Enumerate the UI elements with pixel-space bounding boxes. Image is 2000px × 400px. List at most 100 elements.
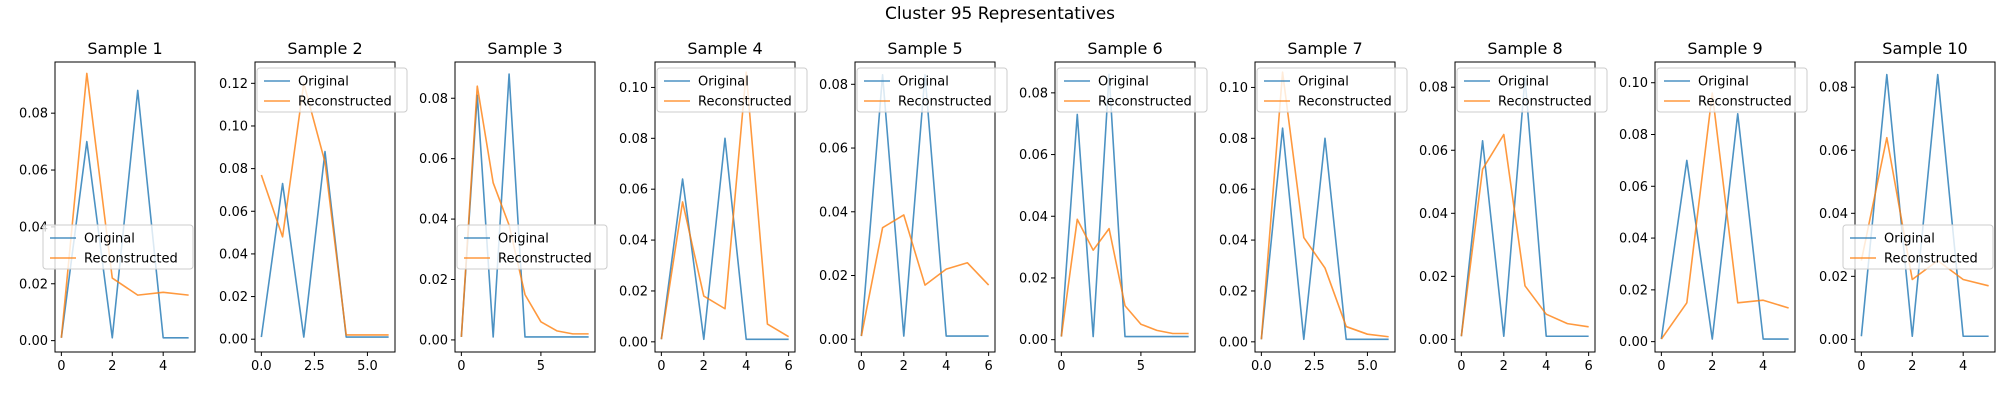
legend-label: Reconstructed (1498, 95, 1592, 110)
y-tick-label: 0.02 (1819, 270, 1848, 285)
subplot-title: Sample 1 (87, 39, 162, 58)
subplot-title: Sample 10 (1882, 39, 1967, 58)
y-tick-label: 0.12 (219, 77, 248, 92)
axes-frame (54, 61, 196, 353)
y-tick-label: 0.04 (1219, 234, 1248, 249)
y-tick-label: 0.00 (219, 333, 248, 348)
legend-box (456, 224, 608, 270)
series-line-reconstructed (1060, 218, 1189, 337)
x-tick-label: 0 (657, 359, 665, 374)
x-tick-label: 6 (984, 359, 992, 374)
y-tick-label: 0.04 (1819, 207, 1848, 222)
x-tick-label: 2 (1908, 359, 1916, 374)
x-tick-label: 0.0 (251, 359, 272, 374)
y-tick-label: 0.06 (19, 164, 48, 179)
x-tick-label: 4 (1959, 359, 1967, 374)
x-tick-label: 5.0 (1357, 359, 1378, 374)
legend-label: Reconstructed (1098, 95, 1192, 110)
legend-label: Reconstructed (498, 252, 592, 267)
y-tick-label: 0.08 (1819, 81, 1848, 96)
legend-label: Reconstructed (84, 252, 178, 267)
legend-label: Original (898, 75, 949, 90)
series-line-reconstructed (60, 72, 189, 338)
y-tick-label: 0.02 (1019, 271, 1048, 286)
y-tick-label: 0.06 (1219, 183, 1248, 198)
y-tick-label: 0.02 (419, 273, 448, 288)
x-tick-label: 5 (537, 359, 545, 374)
x-tick-label: 0 (57, 359, 65, 374)
series-line-reconstructed (1460, 133, 1589, 337)
x-tick-label: 4 (742, 359, 750, 374)
y-tick-label: 0.04 (1419, 207, 1448, 222)
legend-box (1056, 67, 1208, 113)
x-tick-label: 5.0 (357, 359, 378, 374)
y-tick-label: 0.04 (1619, 232, 1648, 247)
y-tick-label: 0.10 (219, 119, 248, 134)
x-tick-label: 0.0 (1251, 359, 1272, 374)
legend-box (1842, 224, 1994, 270)
x-tick-label: 4 (942, 359, 950, 374)
legend-label: Reconstructed (1698, 95, 1792, 110)
legend-label: Original (1498, 75, 1549, 90)
series-line-original (60, 89, 189, 339)
axes-frame (454, 61, 596, 353)
axes-frame (1054, 61, 1196, 353)
subplot-3: Sample 3 0.00 0.02 0.04 0.06 0.08 0 5 Original Re… (419, 39, 608, 374)
y-tick-label: 0.00 (1619, 335, 1648, 350)
x-tick-label: 6 (1584, 359, 1592, 374)
y-tick-label: 0.04 (819, 205, 848, 220)
axes-frame (1254, 61, 1396, 353)
legend-label: Reconstructed (1298, 95, 1392, 110)
x-tick-label: 0 (457, 359, 465, 374)
axes-frame (1854, 61, 1996, 353)
series-line-original (460, 73, 589, 338)
y-tick-label: 0.04 (19, 220, 48, 235)
y-tick-label: 0.06 (1419, 144, 1448, 159)
y-tick-label: 0.04 (1019, 210, 1048, 225)
x-tick-label: 2.5 (1304, 359, 1325, 374)
axes-frame (854, 61, 996, 353)
legend-label: Original (298, 75, 349, 90)
axes-frame (1654, 61, 1796, 353)
subplot-title: Sample 8 (1487, 39, 1562, 58)
x-tick-label: 0 (857, 359, 865, 374)
x-tick-label: 2 (1500, 359, 1508, 374)
y-tick-label: 0.02 (219, 290, 248, 305)
legend-box (1456, 67, 1608, 113)
legend-label: Reconstructed (1884, 252, 1978, 267)
x-tick-label: 6 (784, 359, 792, 374)
y-tick-label: 0.04 (219, 247, 248, 262)
series-line-reconstructed (1660, 92, 1789, 340)
subplot-7: Sample 7 0.00 0.02 0.04 0.06 0.08 0.10 0.0 2.5 5.… (1219, 39, 1408, 374)
subplot-title: Sample 7 (1287, 39, 1362, 58)
legend-box (1256, 67, 1408, 113)
legend-label: Original (1698, 75, 1749, 90)
legend-label: Original (1298, 75, 1349, 90)
figure-title: Cluster 95 Representatives (884, 4, 1116, 24)
x-tick-label: 4 (159, 359, 167, 374)
series-line-original (1460, 76, 1589, 338)
y-tick-label: 0.10 (1619, 76, 1648, 91)
y-tick-label: 0.02 (1419, 270, 1448, 285)
x-tick-label: 2 (1708, 359, 1716, 374)
x-tick-label: 2 (700, 359, 708, 374)
y-tick-label: 0.04 (619, 234, 648, 249)
legend-box (656, 67, 808, 113)
y-tick-label: 0.02 (1219, 284, 1248, 299)
subplot-title: Sample 2 (287, 39, 362, 58)
legend-label: Original (1098, 75, 1149, 90)
y-tick-label: 0.08 (1619, 128, 1648, 143)
subplot-5: Sample 5 0.00 0.02 0.04 0.06 0.08 0 2 4 6 Original… (819, 39, 1008, 374)
legend-label: Reconstructed (698, 95, 792, 110)
y-tick-label: 0.10 (1219, 81, 1248, 96)
subplot-9: Sample 9 0.00 0.02 0.04 0.06 0.08 0.10 0 2 4 Origi… (1619, 39, 1808, 374)
series-line-original (860, 73, 989, 337)
y-tick-label: 0.00 (1419, 333, 1448, 348)
subplot-title: Sample 4 (687, 39, 762, 58)
x-tick-label: 5 (1137, 359, 1145, 374)
x-tick-label: 4 (1759, 359, 1767, 374)
x-tick-label: 2 (108, 359, 116, 374)
y-tick-label: 0.02 (819, 269, 848, 284)
subplot-6: Sample 6 0.00 0.02 0.04 0.06 0.08 0 5 Original Re… (1019, 39, 1208, 374)
